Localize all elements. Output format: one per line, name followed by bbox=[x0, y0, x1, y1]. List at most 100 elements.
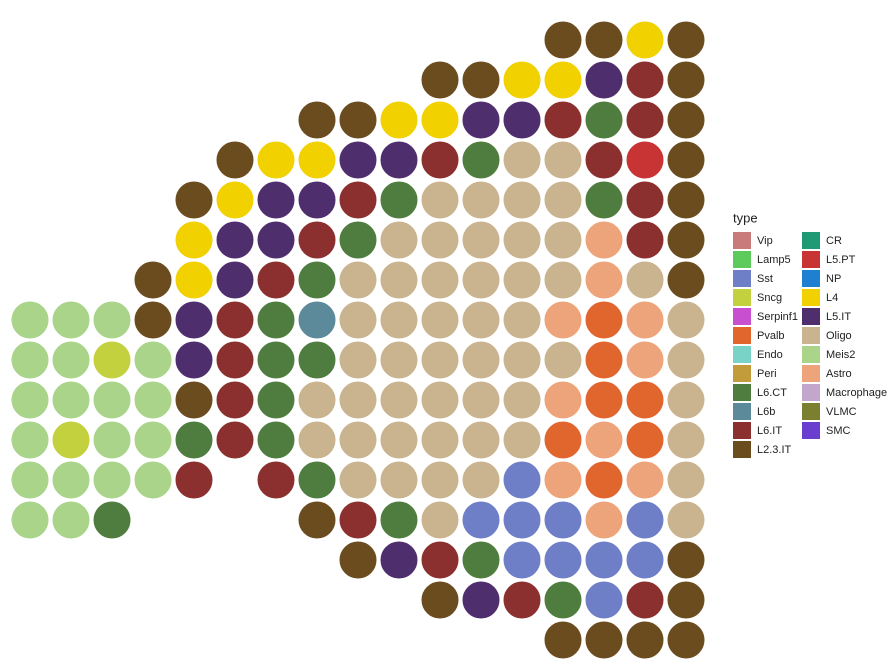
spot bbox=[584, 180, 624, 220]
spot bbox=[92, 420, 132, 460]
spot bbox=[420, 580, 460, 620]
spot bbox=[338, 180, 378, 220]
spot bbox=[543, 300, 583, 340]
spot bbox=[502, 460, 542, 500]
spot bbox=[338, 340, 378, 380]
legend-swatch bbox=[802, 251, 820, 268]
legend-label: Astro bbox=[826, 368, 852, 380]
legend-swatch bbox=[802, 308, 820, 325]
legend-label: Peri bbox=[757, 368, 777, 380]
spot bbox=[625, 420, 665, 460]
spot bbox=[338, 220, 378, 260]
spot bbox=[543, 60, 583, 100]
spot bbox=[51, 500, 91, 540]
spot bbox=[543, 420, 583, 460]
spot bbox=[502, 260, 542, 300]
spot bbox=[461, 380, 501, 420]
spot bbox=[256, 220, 296, 260]
spot bbox=[584, 460, 624, 500]
spot bbox=[338, 380, 378, 420]
spot bbox=[666, 500, 706, 540]
spot bbox=[51, 340, 91, 380]
spot bbox=[666, 260, 706, 300]
spot bbox=[584, 60, 624, 100]
spot bbox=[215, 220, 255, 260]
legend-label: L6.CT bbox=[757, 387, 787, 399]
spot bbox=[666, 460, 706, 500]
spot bbox=[625, 180, 665, 220]
legend-swatch bbox=[733, 422, 751, 439]
spot bbox=[543, 20, 583, 60]
spot bbox=[584, 260, 624, 300]
spot bbox=[666, 180, 706, 220]
spot bbox=[379, 140, 419, 180]
spot bbox=[133, 340, 173, 380]
legend-swatch bbox=[733, 308, 751, 325]
spot bbox=[666, 60, 706, 100]
legend-swatch bbox=[802, 232, 820, 249]
spot bbox=[584, 420, 624, 460]
spot bbox=[133, 420, 173, 460]
spot bbox=[174, 340, 214, 380]
spot bbox=[379, 460, 419, 500]
spot bbox=[584, 20, 624, 60]
legend-label: L6b bbox=[757, 406, 775, 418]
spot bbox=[543, 380, 583, 420]
spot bbox=[379, 100, 419, 140]
spot bbox=[666, 380, 706, 420]
spot bbox=[420, 540, 460, 580]
legend-label: CR bbox=[826, 235, 842, 247]
spot bbox=[666, 580, 706, 620]
spot bbox=[666, 620, 706, 660]
spot bbox=[502, 340, 542, 380]
spot bbox=[379, 420, 419, 460]
spot bbox=[584, 300, 624, 340]
spot bbox=[10, 380, 50, 420]
spot bbox=[379, 540, 419, 580]
spot bbox=[338, 540, 378, 580]
spot bbox=[584, 580, 624, 620]
spot bbox=[461, 100, 501, 140]
spot bbox=[256, 180, 296, 220]
spot bbox=[584, 540, 624, 580]
legend-label: VLMC bbox=[826, 406, 857, 418]
spot bbox=[543, 340, 583, 380]
legend-label: Serpinf1 bbox=[757, 311, 798, 323]
spot bbox=[502, 380, 542, 420]
spot bbox=[625, 620, 665, 660]
spot bbox=[379, 340, 419, 380]
legend-swatch bbox=[733, 441, 751, 458]
legend-swatch bbox=[802, 270, 820, 287]
legend-label: Sncg bbox=[757, 292, 782, 304]
spot bbox=[625, 20, 665, 60]
spot bbox=[543, 100, 583, 140]
spot bbox=[379, 380, 419, 420]
spot bbox=[625, 260, 665, 300]
spot bbox=[420, 140, 460, 180]
spot bbox=[543, 620, 583, 660]
spot bbox=[502, 540, 542, 580]
legend-swatch bbox=[733, 270, 751, 287]
spot bbox=[297, 260, 337, 300]
legend-swatch bbox=[802, 384, 820, 401]
spot bbox=[666, 340, 706, 380]
spot bbox=[502, 220, 542, 260]
spot bbox=[461, 580, 501, 620]
spot bbox=[420, 180, 460, 220]
spot bbox=[461, 340, 501, 380]
legend-swatch bbox=[802, 327, 820, 344]
legend-label: Macrophage bbox=[826, 387, 887, 399]
spot bbox=[51, 300, 91, 340]
legend-label: Meis2 bbox=[826, 349, 855, 361]
spot bbox=[297, 460, 337, 500]
spot bbox=[543, 460, 583, 500]
legend-label: NP bbox=[826, 273, 841, 285]
spot bbox=[461, 220, 501, 260]
spot bbox=[584, 140, 624, 180]
spot bbox=[502, 500, 542, 540]
spot bbox=[338, 140, 378, 180]
legend-label: L4 bbox=[826, 292, 838, 304]
legend-swatch bbox=[733, 403, 751, 420]
spot bbox=[297, 420, 337, 460]
